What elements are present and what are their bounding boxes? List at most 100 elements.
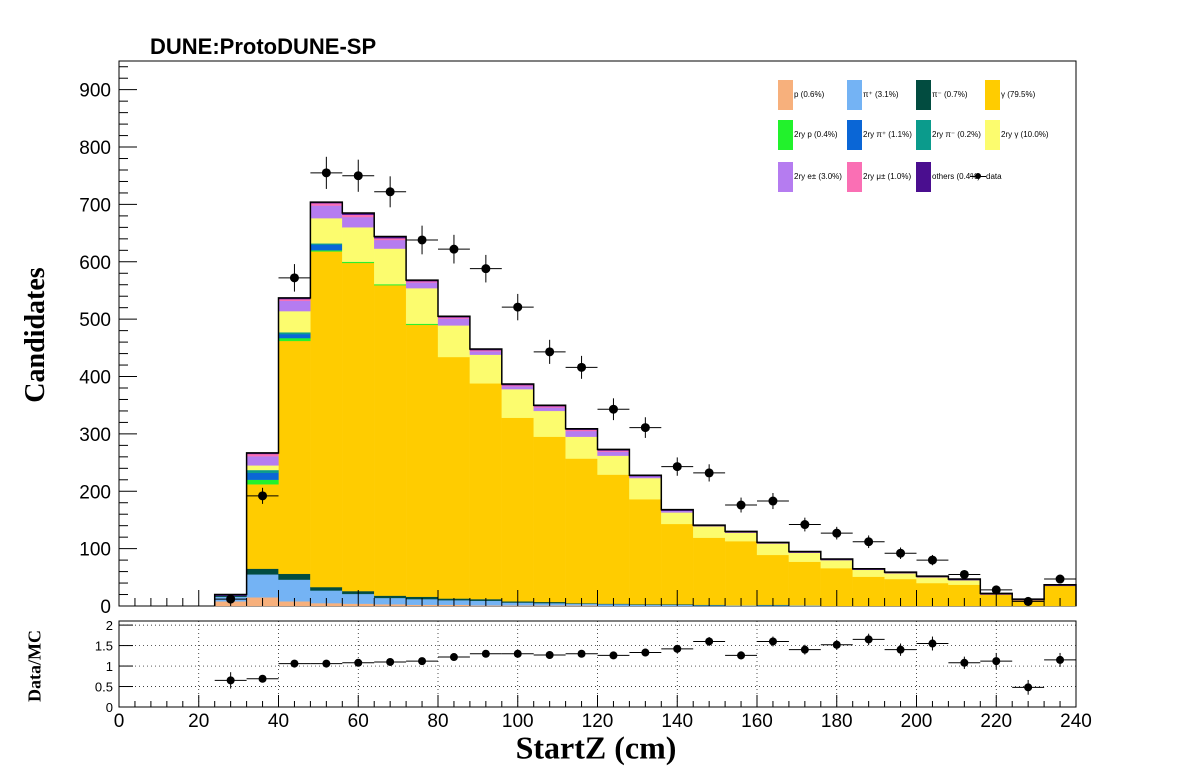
- hist-bar-gamma-bin-12: [597, 474, 630, 604]
- hist-bar-gamma-bin-11: [565, 458, 598, 604]
- ratio-point: [501, 649, 534, 658]
- ratio-point: [820, 639, 853, 650]
- hist-bar-ry2-pi-plus-bin-1: [246, 472, 279, 480]
- hist-bar-ry2-gamma-bin-21: [884, 573, 917, 580]
- legend-item-2ry-mu: 2ry μ± (1.0%): [847, 162, 917, 194]
- x-tick-label: 240: [1060, 711, 1092, 732]
- hist-bar-ry2-e-bin-13: [629, 476, 662, 479]
- hist-bar-ry2-gamma-bin-2: [278, 310, 311, 333]
- hist-bar-ry2-gamma-bin-17: [756, 543, 790, 556]
- x-tick-label: 0: [114, 711, 125, 732]
- x-tick-label: 140: [661, 711, 693, 732]
- hist-bar-ry2-e-bin-14: [661, 510, 694, 513]
- legend-label-2ry-pi-plus: 2ry π⁺ (1.1%): [863, 130, 912, 139]
- hist-bar-ry2-mu-bin-1: [246, 453, 279, 457]
- hist-bar-ry2-pi-minus-bin-1: [246, 469, 279, 474]
- hist-bar-ry2-gamma-bin-10: [533, 410, 566, 437]
- legend-item-2ry-pi-minus: 2ry π⁻ (0.2%): [916, 120, 986, 152]
- hist-bar-ry2-mu-bin-6: [405, 281, 439, 283]
- hist-bar-pi-plus-bin-1: [246, 574, 279, 598]
- data-point: [788, 517, 821, 532]
- legend-swatch-2ry-p: [778, 120, 793, 150]
- data-point: [725, 497, 757, 513]
- y-tick-label: 900: [79, 81, 111, 102]
- y-tick-label: 100: [79, 540, 111, 561]
- x-tick-label: 220: [980, 711, 1012, 732]
- legend-label-2ry-p: 2ry p (0.4%): [794, 130, 838, 139]
- hist-bar-ry2-mu-bin-11: [565, 429, 598, 432]
- hist-bar-pi-minus-bin-1: [246, 568, 279, 575]
- legend-label-gamma: γ (79.5%): [1001, 90, 1036, 99]
- hist-bar-gamma-bin-3: [310, 251, 343, 588]
- legend-swatch-others: [916, 162, 931, 192]
- hist-bar-ry2-gamma-bin-4: [342, 227, 375, 262]
- x-tick-label: 80: [427, 711, 448, 732]
- ratio-point: [214, 672, 247, 689]
- hist-bar-ry2-gamma-bin-18: [788, 552, 821, 562]
- data-point: [884, 547, 917, 559]
- y-tick-label: 800: [79, 138, 111, 159]
- legend-label-2ry-gamma: 2ry γ (10.0%): [1001, 130, 1049, 139]
- legend-item-data: data: [970, 162, 1040, 194]
- data-point: [246, 487, 279, 504]
- hist-bar-gamma-bin-6: [405, 324, 439, 597]
- legend-swatch-2ry-pi-plus: [847, 120, 862, 150]
- legend-swatch-gamma: [985, 80, 1000, 110]
- hist-bar-ry2-e-bin-12: [597, 451, 630, 456]
- ratio-point: [948, 656, 981, 669]
- hist-bar-ry2-pi-minus-bin-2: [278, 332, 311, 335]
- x-tick-label: 180: [821, 711, 853, 732]
- hist-bar-gamma-bin-4: [342, 262, 375, 592]
- data-point: [501, 293, 534, 321]
- legend-item-gamma: γ (79.5%): [985, 80, 1055, 112]
- ratio-y-tick-label: 1: [106, 659, 113, 674]
- ratio-point: [533, 650, 566, 659]
- legend-data-marker: [975, 173, 981, 179]
- y-axis-label: Candidates: [20, 267, 51, 403]
- stack-total-outline: [213, 201, 1077, 606]
- hist-bar-ry2-p-bin-4: [342, 261, 375, 264]
- hist-bar-ry2-mu-bin-10: [533, 406, 566, 408]
- ratio-point: [246, 674, 279, 683]
- ratio-y-tick-label: 1.5: [95, 639, 113, 654]
- hist-bar-ry2-e-bin-11: [565, 430, 598, 437]
- legend-swatch-2ry-gamma: [985, 120, 1000, 150]
- legend-item-p: p (0.6%): [778, 80, 848, 112]
- y-tick-label: 500: [79, 310, 111, 331]
- hist-bar-ry2-e-bin-1: [246, 456, 279, 466]
- x-tick-label: 120: [582, 711, 614, 732]
- data-point: [1044, 574, 1076, 584]
- ratio-point: [725, 651, 757, 660]
- ratio-point: [342, 658, 375, 667]
- hist-bar-ry2-p-bin-2: [278, 337, 311, 342]
- ratio-point: [661, 644, 694, 653]
- hist-bar-ry2-gamma-bin-6: [405, 288, 439, 324]
- hist-bar-ry2-pi-plus-bin-3: [310, 244, 343, 251]
- data-point: [916, 554, 949, 566]
- legend-label-p: p (0.6%): [794, 90, 825, 99]
- x-tick-label: 40: [268, 711, 289, 732]
- legend-swatch-pi-plus: [847, 80, 862, 110]
- ratio-point: [693, 636, 726, 646]
- hist-bar-ry2-e-bin-10: [533, 407, 566, 412]
- hist-bar-ry2-e-bin-2: [278, 300, 311, 312]
- hist-bar-ry2-p-bin-1: [246, 479, 279, 485]
- data-point: [310, 156, 343, 189]
- legend-label-pi-minus: π⁻ (0.7%): [932, 90, 968, 99]
- legend-label-2ry-mu: 2ry μ± (1.0%): [863, 172, 912, 181]
- y-tick-label: 0: [100, 597, 111, 618]
- hist-bar-ry2-mu-bin-2: [278, 298, 311, 301]
- ratio-y-tick-label: 0.5: [95, 680, 113, 695]
- hist-bar-pi-minus-bin-5: [374, 595, 407, 599]
- ratio-point: [278, 659, 311, 668]
- hist-bar-gamma-bin-10: [533, 436, 566, 603]
- hist-bar-gamma-bin-15: [693, 537, 726, 606]
- ratio-point: [757, 636, 789, 647]
- hist-bar-gamma-bin-9: [501, 417, 534, 602]
- hist-bar-ry2-mu-bin-12: [597, 450, 630, 452]
- data-point: [948, 569, 981, 579]
- ratio-point: [438, 653, 470, 662]
- data-point: [565, 355, 598, 379]
- ratio-point: [916, 636, 949, 651]
